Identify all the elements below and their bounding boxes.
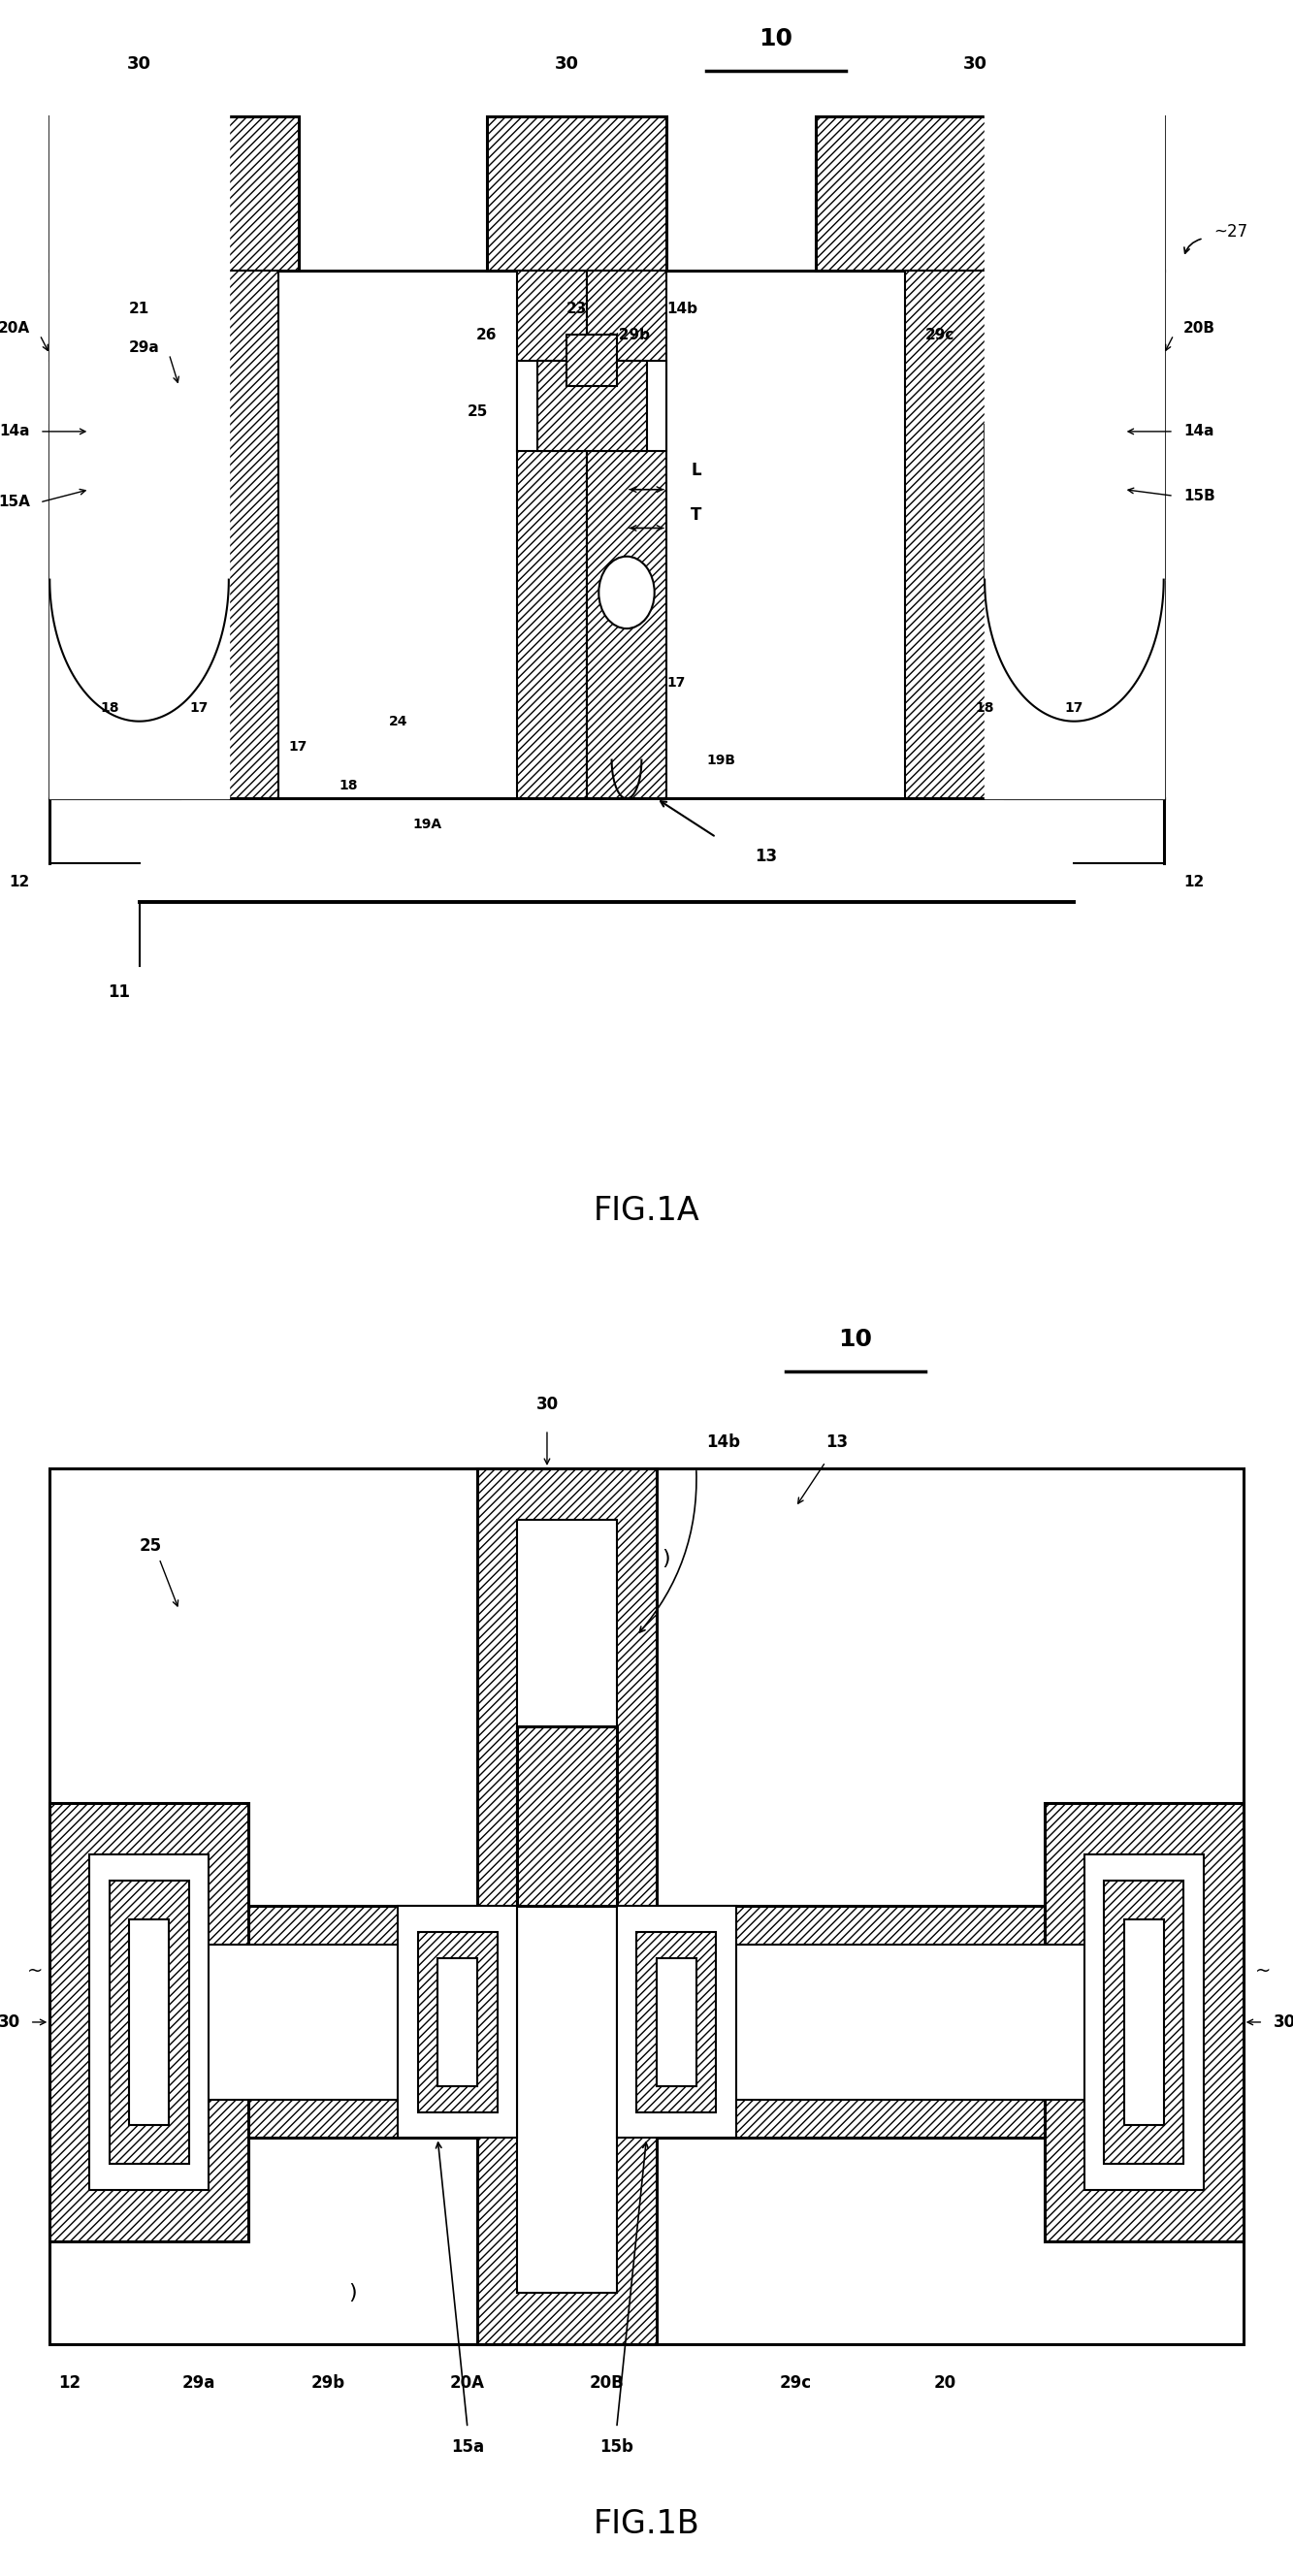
Bar <box>119 1906 1174 2138</box>
Bar <box>49 116 299 270</box>
Text: 29c: 29c <box>780 2375 812 2391</box>
Text: 15A: 15A <box>0 495 30 510</box>
Bar <box>178 270 278 799</box>
Text: 13: 13 <box>825 1435 848 1450</box>
Bar <box>537 361 646 451</box>
Bar <box>816 116 1164 270</box>
Text: 20B: 20B <box>590 2375 625 2391</box>
Text: 13: 13 <box>755 848 777 866</box>
Text: 18: 18 <box>339 778 358 793</box>
Text: 23: 23 <box>566 301 587 317</box>
Bar <box>437 1958 477 2087</box>
Text: 21: 21 <box>129 301 150 317</box>
Text: ~: ~ <box>27 1960 43 1981</box>
Bar <box>617 1906 736 2138</box>
Bar <box>49 1803 248 2241</box>
Text: 14a: 14a <box>1183 425 1214 438</box>
Bar <box>418 1932 498 2112</box>
Bar <box>517 1726 617 1906</box>
Text: 14a: 14a <box>0 425 30 438</box>
Text: 30: 30 <box>0 2014 19 2030</box>
Text: 12: 12 <box>58 2375 81 2391</box>
Bar <box>905 270 1005 799</box>
Bar <box>587 270 666 799</box>
Text: 18: 18 <box>100 701 119 716</box>
Text: 18: 18 <box>975 701 994 716</box>
Bar <box>517 361 666 451</box>
Text: 17: 17 <box>1065 701 1084 716</box>
Text: 24: 24 <box>388 714 407 729</box>
Text: 12: 12 <box>1183 876 1204 889</box>
Bar <box>1084 1855 1204 2190</box>
Text: 20A: 20A <box>0 322 30 335</box>
Bar <box>159 1945 1134 2099</box>
Text: 25: 25 <box>467 404 487 420</box>
Text: 26: 26 <box>476 327 498 343</box>
Text: 10: 10 <box>838 1327 873 1352</box>
Bar <box>1045 1803 1244 2241</box>
Polygon shape <box>49 425 229 721</box>
Text: 30: 30 <box>535 1396 559 1412</box>
Bar <box>129 1919 169 2125</box>
Bar <box>398 1906 517 2138</box>
Text: 25: 25 <box>140 1538 162 1553</box>
Text: 20B: 20B <box>1183 322 1215 335</box>
Text: FIG.1B: FIG.1B <box>593 2509 700 2540</box>
Text: 19A: 19A <box>412 817 442 832</box>
Text: ~27: ~27 <box>1213 224 1248 240</box>
Circle shape <box>599 556 654 629</box>
Text: ~29b: ~29b <box>606 327 650 343</box>
Text: T: T <box>690 507 702 523</box>
Bar <box>89 386 178 799</box>
Text: 17: 17 <box>190 701 208 716</box>
Text: 14b: 14b <box>666 301 697 317</box>
Text: 14b: 14b <box>706 1435 740 1450</box>
Polygon shape <box>985 425 1164 721</box>
Text: 20A: 20A <box>450 2375 485 2391</box>
Text: 11: 11 <box>109 984 131 999</box>
Text: 29b: 29b <box>312 2375 345 2391</box>
Bar <box>1104 1880 1183 2164</box>
Text: 29a: 29a <box>182 2375 216 2391</box>
Bar <box>477 1468 657 2344</box>
Text: 30: 30 <box>555 57 579 72</box>
Text: 29a: 29a <box>128 340 159 355</box>
Text: 30: 30 <box>962 57 987 72</box>
Bar <box>110 1880 189 2164</box>
Bar <box>636 1932 716 2112</box>
Text: 15b: 15b <box>600 2439 634 2455</box>
Text: 15B: 15B <box>1183 489 1215 502</box>
Text: ): ) <box>662 1548 671 1569</box>
Text: 17: 17 <box>667 675 685 690</box>
Text: 29c: 29c <box>924 327 954 343</box>
Text: L: L <box>690 461 701 479</box>
Text: 19B: 19B <box>706 752 736 768</box>
Text: ~: ~ <box>1256 1960 1271 1981</box>
Text: 20: 20 <box>934 2375 956 2391</box>
Bar <box>1124 1919 1164 2125</box>
Text: 30: 30 <box>1274 2014 1293 2030</box>
Text: FIG.1A: FIG.1A <box>593 1195 700 1226</box>
Bar <box>487 116 666 270</box>
Bar <box>89 1855 209 2190</box>
Text: 30: 30 <box>127 57 151 72</box>
Text: 12: 12 <box>9 876 30 889</box>
Text: 17: 17 <box>290 739 308 755</box>
Bar <box>517 1520 617 2293</box>
Bar <box>566 335 617 386</box>
Text: ): ) <box>348 2282 357 2303</box>
Bar <box>49 1468 1244 2344</box>
Text: 15a: 15a <box>451 2439 484 2455</box>
Bar <box>517 270 587 799</box>
Text: 10: 10 <box>759 26 793 52</box>
Bar <box>657 1958 696 2087</box>
